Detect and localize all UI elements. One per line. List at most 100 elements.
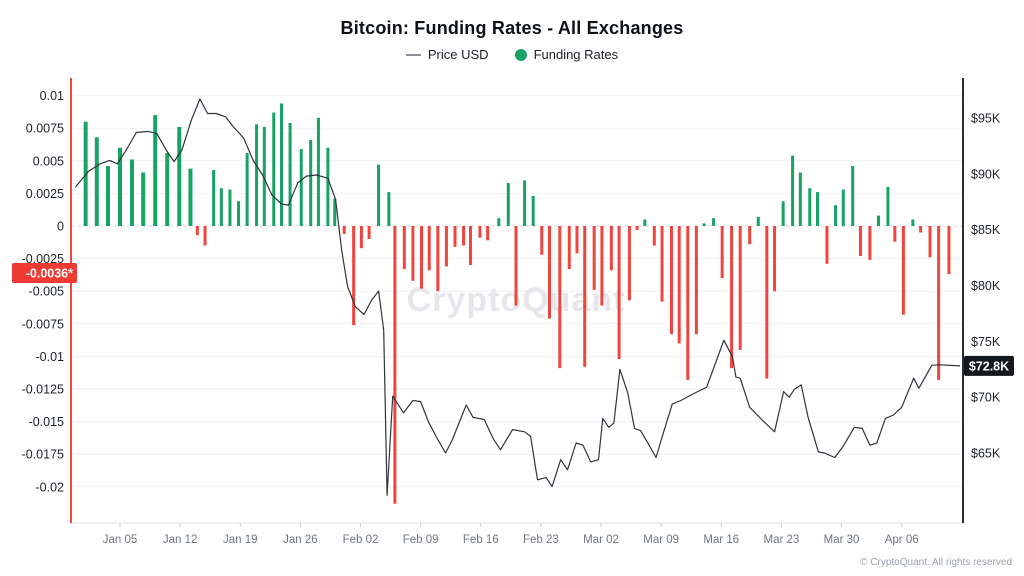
funding-bar[interactable] [868,226,872,260]
funding-bar[interactable] [377,164,381,226]
funding-bar[interactable] [462,226,466,246]
funding-bar[interactable] [468,226,472,266]
funding-bar[interactable] [841,189,845,226]
funding-bar[interactable] [141,172,146,226]
funding-bar[interactable] [773,226,777,292]
funding-bar[interactable] [316,117,320,226]
funding-bar[interactable] [105,166,110,226]
funding-bar[interactable] [702,223,706,226]
funding-bar[interactable] [506,182,510,226]
funding-bar[interactable] [262,126,266,226]
funding-bar[interactable] [420,226,424,289]
funding-bar[interactable] [669,226,673,335]
funding-bar[interactable] [893,226,897,242]
funding-bar[interactable] [299,149,303,226]
funding-bar[interactable] [652,226,656,246]
funding-bar[interactable] [858,226,862,256]
funding-bar[interactable] [720,226,724,279]
funding-bar[interactable] [326,147,330,226]
funding-bar[interactable] [212,169,216,226]
funding-bar[interactable] [901,226,905,315]
funding-bar[interactable] [436,226,440,292]
funding-bar[interactable] [367,226,371,240]
funding-bar[interactable] [592,226,596,290]
funding-bar[interactable] [567,226,571,270]
funding-bar[interactable] [635,226,639,230]
funding-bar[interactable] [583,226,587,367]
funding-bar[interactable] [188,168,193,226]
funding-bar[interactable] [453,226,457,247]
funding-bar[interactable] [478,226,482,238]
funding-bar[interactable] [600,226,604,306]
funding-bar[interactable] [279,103,283,226]
funding-bar[interactable] [497,218,501,226]
funding-bar[interactable] [694,226,698,335]
funding-bar[interactable] [558,226,562,369]
funding-bar[interactable] [255,124,259,226]
funding-bar[interactable] [387,192,391,226]
funding-bar[interactable] [540,226,544,255]
funding-bar[interactable] [228,189,232,226]
funding-bar[interactable] [342,226,346,234]
funding-bar[interactable] [486,226,490,241]
funding-bar[interactable] [118,147,122,226]
funding-bar[interactable] [834,205,838,226]
funding-bar[interactable] [617,226,621,360]
funding-bar[interactable] [352,226,356,326]
funding-bar[interactable] [288,122,292,226]
funding-bar[interactable] [765,226,769,379]
funding-bar[interactable] [808,188,812,226]
funding-bar[interactable] [514,226,518,306]
funding-bar[interactable] [798,172,802,226]
legend-item-funding[interactable]: Funding Rates [514,47,618,62]
funding-bar[interactable] [677,226,681,344]
funding-bar[interactable] [876,215,880,226]
funding-bar[interactable] [609,226,613,271]
funding-bar[interactable] [738,226,742,350]
funding-bar[interactable] [153,115,158,226]
funding-bar[interactable] [928,226,932,258]
funding-bar[interactable] [575,226,579,254]
funding-bar[interactable] [393,226,397,504]
funding-bar[interactable] [219,188,223,226]
funding-bar[interactable] [937,226,941,380]
funding-bar[interactable] [627,226,631,301]
funding-bar[interactable] [245,152,249,226]
funding-bar[interactable] [427,226,431,271]
funding-bar[interactable] [309,139,313,226]
price-line[interactable] [74,98,961,496]
funding-bar[interactable] [756,216,760,226]
funding-bar[interactable] [712,218,716,226]
funding-bar[interactable] [444,226,448,267]
funding-bar[interactable] [272,112,276,226]
funding-bar[interactable] [359,226,363,249]
funding-bar[interactable] [237,201,241,226]
funding-bar[interactable] [531,196,535,226]
funding-bar[interactable] [851,166,855,226]
funding-bar[interactable] [730,226,734,369]
funding-bar[interactable] [643,219,647,226]
funding-bar[interactable] [919,226,923,233]
funding-bar[interactable] [947,226,951,275]
funding-bar[interactable] [165,152,170,226]
funding-bar[interactable] [130,159,135,226]
funding-bar[interactable] [911,219,915,226]
funding-bar[interactable] [402,226,406,270]
funding-bar[interactable] [195,226,199,236]
funding-bar[interactable] [791,155,795,226]
funding-bar[interactable] [748,226,752,245]
funding-bar[interactable] [94,137,99,226]
funding-bar[interactable] [781,201,785,226]
funding-bar[interactable] [825,226,829,264]
funding-bar[interactable] [333,198,337,226]
funding-bar[interactable] [548,226,551,319]
funding-bar[interactable] [177,126,182,226]
funding-bar[interactable] [816,192,820,226]
funding-bar[interactable] [686,226,690,380]
funding-bar[interactable] [411,226,415,281]
funding-bar[interactable] [523,180,527,226]
funding-bar[interactable] [203,226,207,246]
funding-bar[interactable] [660,226,664,302]
funding-bar[interactable] [886,186,890,226]
